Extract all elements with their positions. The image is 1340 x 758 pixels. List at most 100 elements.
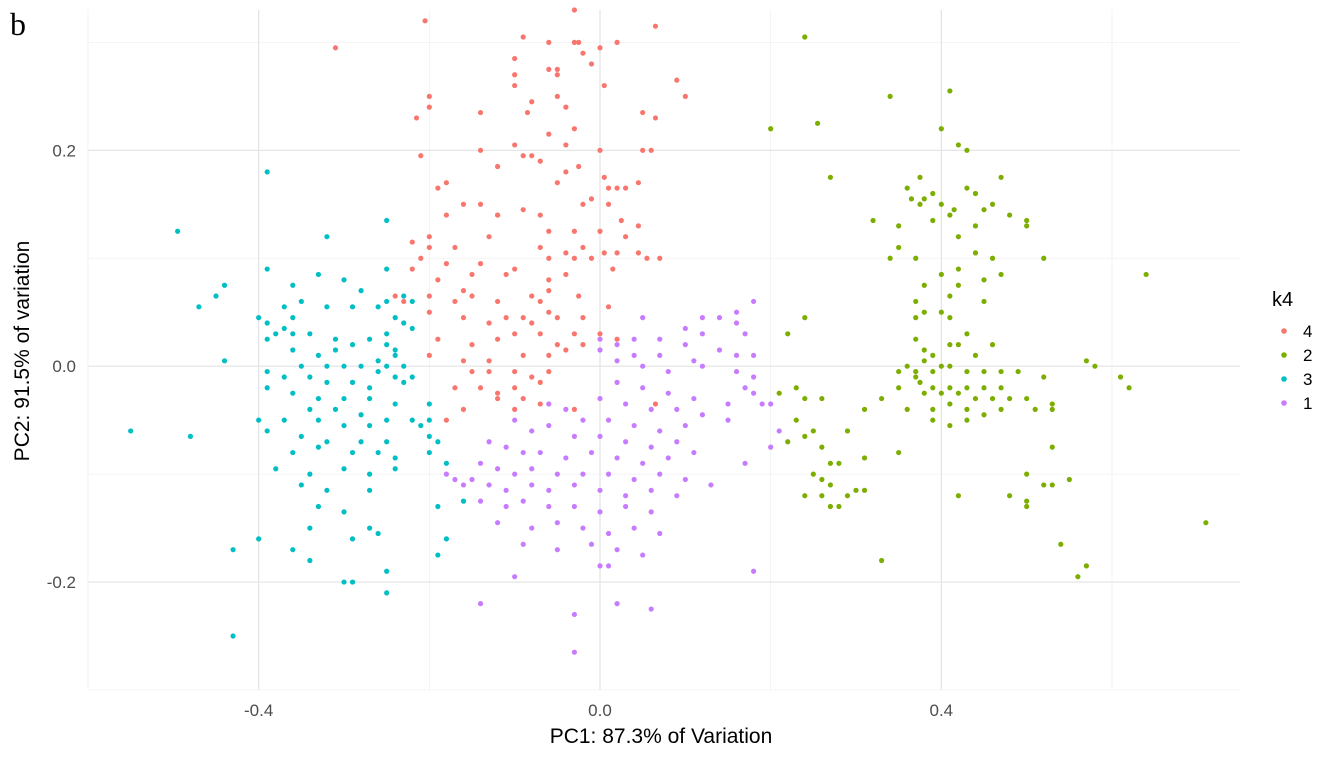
data-point bbox=[1024, 223, 1030, 229]
data-point bbox=[913, 315, 919, 321]
data-point bbox=[332, 406, 339, 412]
data-point bbox=[972, 395, 979, 402]
data-point bbox=[554, 315, 560, 321]
data-point bbox=[1041, 374, 1047, 380]
data-point bbox=[520, 153, 526, 159]
data-point bbox=[614, 336, 620, 342]
data-point bbox=[426, 352, 432, 358]
data-point bbox=[281, 325, 287, 332]
data-point bbox=[571, 39, 578, 45]
data-point bbox=[964, 185, 970, 191]
data-point bbox=[614, 547, 620, 553]
data-point bbox=[836, 503, 842, 510]
data-point bbox=[576, 293, 582, 299]
data-point bbox=[802, 493, 808, 499]
data-point bbox=[443, 417, 449, 423]
data-point bbox=[733, 309, 740, 315]
data-point bbox=[563, 406, 569, 412]
data-point bbox=[623, 439, 629, 445]
data-point bbox=[571, 126, 578, 132]
data-point bbox=[870, 217, 876, 224]
data-point bbox=[1049, 444, 1055, 450]
data-point bbox=[981, 277, 987, 283]
data-point bbox=[648, 509, 654, 515]
data-point bbox=[563, 250, 569, 256]
data-point bbox=[520, 498, 526, 504]
data-point bbox=[495, 390, 501, 396]
data-point bbox=[896, 385, 902, 391]
data-point bbox=[349, 579, 356, 585]
data-point bbox=[989, 201, 996, 207]
data-point bbox=[341, 422, 347, 429]
data-point bbox=[546, 277, 552, 283]
data-point bbox=[435, 185, 441, 191]
legend-title: k4 bbox=[1272, 289, 1293, 311]
data-point bbox=[716, 315, 723, 321]
data-point bbox=[341, 509, 347, 515]
data-point bbox=[196, 304, 202, 310]
data-point bbox=[375, 358, 381, 364]
data-point bbox=[691, 395, 697, 402]
data-point bbox=[221, 282, 228, 288]
data-point bbox=[571, 406, 578, 412]
data-point bbox=[443, 536, 449, 542]
data-point bbox=[751, 352, 757, 358]
data-point bbox=[512, 574, 518, 580]
data-point bbox=[751, 568, 757, 574]
data-point bbox=[401, 293, 407, 299]
data-point bbox=[571, 7, 578, 13]
data-point bbox=[908, 196, 915, 202]
data-point bbox=[657, 471, 663, 477]
data-point bbox=[1049, 406, 1055, 412]
data-point bbox=[426, 93, 432, 99]
data-point bbox=[708, 482, 714, 488]
data-point bbox=[998, 174, 1004, 180]
data-point bbox=[537, 449, 543, 456]
y-tick-label: -0.2 bbox=[47, 573, 76, 592]
data-point bbox=[981, 385, 987, 391]
data-point bbox=[546, 368, 552, 375]
data-point bbox=[955, 342, 962, 348]
data-point bbox=[597, 331, 603, 337]
x-axis-title: PC1: 87.3% of Variation bbox=[550, 725, 773, 748]
data-point bbox=[435, 336, 441, 342]
data-point bbox=[443, 261, 449, 267]
data-point bbox=[652, 115, 659, 121]
data-point bbox=[358, 412, 364, 418]
data-point bbox=[955, 282, 962, 288]
data-point bbox=[341, 579, 347, 585]
data-point bbox=[716, 347, 723, 353]
series-4 bbox=[332, 7, 688, 423]
data-point bbox=[861, 455, 868, 461]
y-tick-labels: -0.2 0.0 0.2 bbox=[47, 141, 76, 592]
data-point bbox=[930, 352, 936, 358]
data-point bbox=[674, 77, 680, 83]
data-point bbox=[742, 460, 748, 466]
data-point bbox=[605, 185, 612, 191]
data-point bbox=[930, 368, 936, 375]
data-point bbox=[947, 363, 953, 369]
panel-label: b bbox=[10, 6, 26, 42]
data-point bbox=[580, 417, 586, 423]
data-point bbox=[989, 342, 996, 348]
data-point bbox=[605, 304, 612, 310]
legend-key bbox=[1281, 352, 1287, 358]
data-point bbox=[640, 147, 646, 153]
data-point bbox=[699, 412, 706, 418]
data-point bbox=[409, 266, 415, 272]
data-point bbox=[810, 428, 816, 434]
y-tick-label: 0.2 bbox=[52, 141, 76, 160]
data-point bbox=[332, 336, 339, 342]
data-point bbox=[290, 315, 296, 321]
data-point bbox=[1117, 374, 1124, 380]
data-point bbox=[785, 331, 791, 337]
data-point bbox=[998, 368, 1004, 375]
data-point bbox=[964, 331, 970, 337]
data-point bbox=[972, 190, 979, 197]
data-point bbox=[529, 428, 535, 434]
data-point bbox=[657, 530, 663, 537]
data-point bbox=[554, 471, 560, 477]
data-point bbox=[495, 520, 501, 526]
data-point bbox=[546, 255, 552, 261]
data-point bbox=[1092, 363, 1098, 369]
